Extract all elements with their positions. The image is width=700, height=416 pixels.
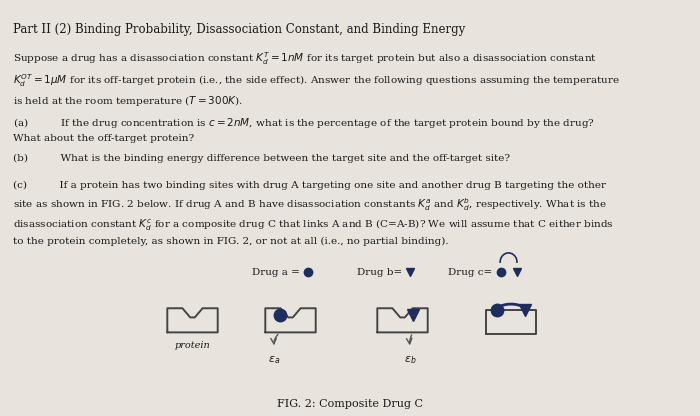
- Text: $\varepsilon_b$: $\varepsilon_b$: [404, 354, 416, 366]
- Text: Part II (2) Binding Probability, Disassociation Constant, and Binding Energy: Part II (2) Binding Probability, Disasso…: [13, 23, 465, 36]
- Text: Drug c=: Drug c=: [448, 268, 492, 277]
- Text: (a)          If the drug concentration is $c = 2nM$, what is the percentage of t: (a) If the drug concentration is $c = 2n…: [13, 116, 594, 143]
- Text: (b)          What is the binding energy difference between the target site and t: (b) What is the binding energy differenc…: [13, 154, 510, 163]
- Text: protein: protein: [174, 341, 211, 350]
- Text: Drug b=: Drug b=: [357, 268, 402, 277]
- Text: Suppose a drug has a disassociation constant $K_d^T = 1nM$ for its target protei: Suppose a drug has a disassociation cons…: [13, 50, 620, 109]
- Text: (c)          If a protein has two binding sites with drug A targeting one site a: (c) If a protein has two binding sites w…: [13, 181, 613, 246]
- Text: $\varepsilon_a$: $\varepsilon_a$: [268, 354, 281, 366]
- Text: FIG. 2: Composite Drug C: FIG. 2: Composite Drug C: [277, 399, 423, 409]
- Text: Drug a =: Drug a =: [252, 268, 300, 277]
